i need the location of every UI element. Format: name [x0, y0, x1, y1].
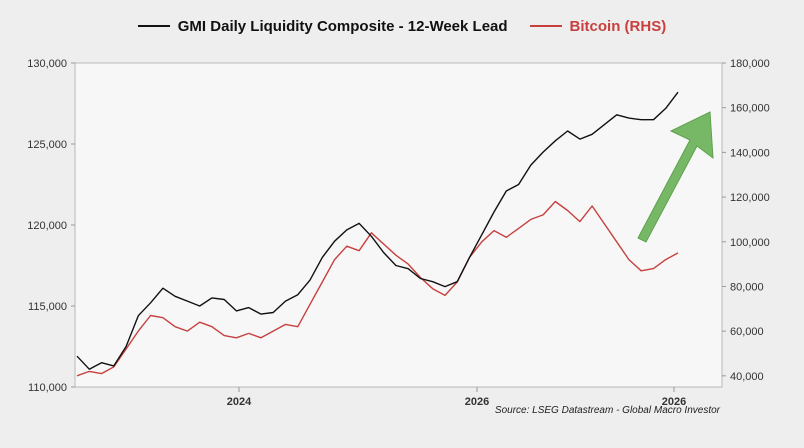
- gmi-liquidity-line: [76, 91, 679, 370]
- right-tick-label: 120,000: [730, 192, 770, 204]
- legend-label-bitcoin: Bitcoin (RHS): [569, 17, 667, 35]
- x-tick-label: 2024: [227, 396, 252, 408]
- plot-area: [74, 62, 723, 388]
- right-tick-label: 100,000: [730, 237, 770, 249]
- legend-label-gmi: GMI Daily Liquidity Composite - 12-Week …: [177, 17, 508, 35]
- bitcoin-line: [76, 200, 679, 377]
- left-tick-label: 125,000: [27, 139, 67, 151]
- right-tick-label: 60,000: [730, 326, 764, 338]
- left-tick-label: 115,000: [28, 301, 67, 313]
- legend-swatch-gmi: [137, 25, 170, 27]
- legend: GMI Daily Liquidity Composite - 12-Week …: [0, 12, 804, 40]
- right-tick-label: 180,000: [730, 58, 770, 70]
- left-tick-label: 120,000: [27, 220, 67, 232]
- right-tick-label: 80,000: [730, 281, 764, 293]
- x-tick-label: 2026: [662, 396, 686, 408]
- right-tick-label: 160,000: [730, 103, 770, 115]
- source-note: Source: LSEG Datastream - Global Macro I…: [494, 405, 720, 416]
- legend-item-gmi[interactable]: GMI Daily Liquidity Composite - 12-Week …: [137, 17, 508, 35]
- right-tick-label: 40,000: [730, 371, 764, 383]
- left-tick-label: 130,000: [27, 58, 67, 70]
- right-tick-label: 140,000: [730, 147, 770, 159]
- legend-swatch-bitcoin: [529, 25, 562, 27]
- legend-item-bitcoin[interactable]: Bitcoin (RHS): [529, 17, 667, 35]
- x-tick-label: 2026: [465, 396, 489, 408]
- green-arrow-annotation: [637, 111, 714, 243]
- left-tick-label: 110,000: [28, 382, 67, 394]
